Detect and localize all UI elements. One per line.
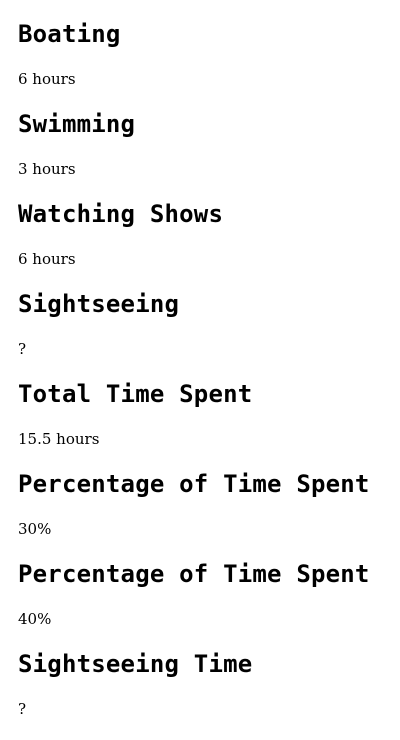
section-value: 6 hours (18, 70, 76, 88)
section-value: 6 hours (18, 250, 76, 268)
section-percentage-of-time-spent-2: Percentage of Time Spent 40% (18, 560, 382, 650)
section-value: ? (18, 340, 27, 358)
section-heading: Total Time Spent (18, 380, 253, 408)
section-value: 3 hours (18, 160, 76, 178)
section-boating: Boating 6 hours (18, 20, 382, 110)
section-value: 15.5 hours (18, 430, 100, 448)
section-watching-shows: Watching Shows 6 hours (18, 200, 382, 290)
section-percentage-of-time-spent-1: Percentage of Time Spent 30% (18, 470, 382, 560)
section-heading: Watching Shows (18, 200, 224, 228)
section-value: 40% (18, 610, 52, 628)
section-total-time-spent: Total Time Spent 15.5 hours (18, 380, 382, 470)
section-swimming: Swimming 3 hours (18, 110, 382, 200)
section-heading: Sightseeing (18, 290, 180, 318)
section-value: 30% (18, 520, 52, 538)
section-heading: Swimming (18, 110, 136, 138)
section-heading: Sightseeing Time (18, 650, 253, 678)
section-heading: Percentage of Time Spent (18, 470, 370, 498)
section-sightseeing-time: Sightseeing Time ? (18, 650, 382, 740)
section-heading: Boating (18, 20, 121, 48)
section-value: ? (18, 700, 27, 718)
section-heading: Percentage of Time Spent (18, 560, 370, 588)
section-sightseeing: Sightseeing ? (18, 290, 382, 380)
